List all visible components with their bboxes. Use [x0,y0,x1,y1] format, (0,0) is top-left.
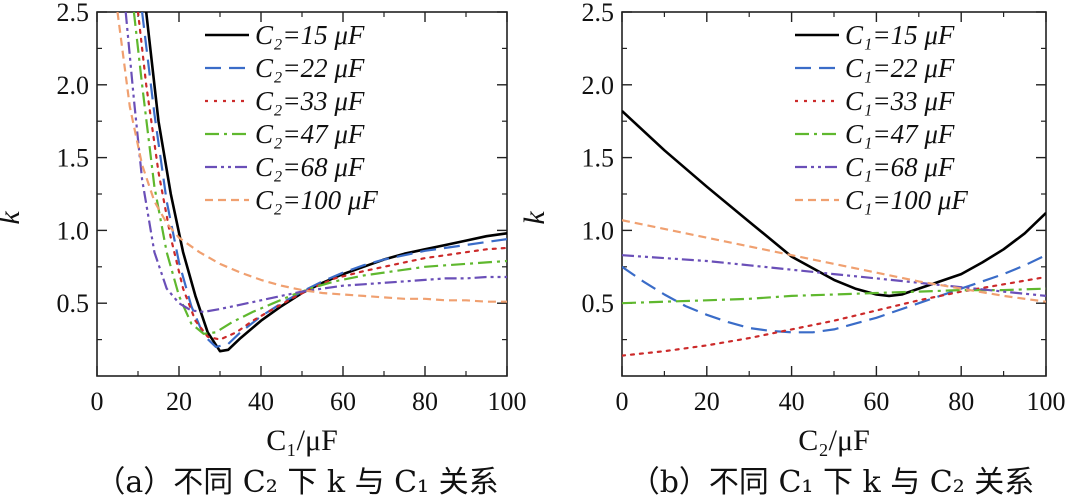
legend-label: C₁=22 μF [845,53,955,83]
series-line-6 [622,219,1046,303]
legend-label: C₂=33 μF [255,86,365,116]
x-tick-label: 100 [1027,387,1066,416]
x-tick-label: 40 [248,387,274,416]
y-tick-label: 1.0 [582,216,615,245]
panel-caption: （b）不同 C₁ 下 k 与 C₂ 关系 [630,465,1035,500]
x-tick-label: 20 [694,387,720,416]
y-tick-label: 2.5 [57,0,90,27]
series-group [116,12,507,353]
legend-label: C₁=15 μF [845,20,955,50]
x-tick-label: 0 [616,387,629,416]
y-tick-label: 0.5 [582,289,615,318]
legend-label: C₂=68 μF [255,152,365,182]
chart-panel-b: 0 20 40 60 80 100 0.5 1.0 1.5 2.0 2.5 k C₂/μF C₁=15 μ… [518,0,1066,500]
chart-panel-a: 0 20 40 60 80 100 0.5 1.0 1.5 2.0 2.5 k C₁/μF C₂=15 μ… [0,0,527,500]
legend-label: C₂=22 μF [255,53,365,83]
y-axis-label: k [518,211,551,225]
y-tick-label: 0.5 [57,289,90,318]
x-tick-label: 0 [91,387,104,416]
series-line-2 [141,12,507,348]
series-line-4 [132,12,507,335]
series-line-2 [622,254,1046,334]
panel-caption: （a）不同 C₂ 下 k 与 C₁ 关系 [95,465,498,500]
plot-frame [621,11,1047,377]
y-tick-label: 1.5 [57,144,90,173]
x-tick-label: 60 [330,387,356,416]
y-tick-label: 2.0 [57,71,90,100]
series-line-5 [622,254,1046,297]
legend-label: C₂=47 μF [255,119,365,149]
legend-label: C₁=68 μF [845,152,955,182]
y-tick-label: 2.5 [582,0,615,27]
series-line-4 [622,287,1046,305]
y-axis-label: k [0,211,26,225]
legend-label: C₁=100 μF [845,185,968,215]
x-tick-label: 40 [779,387,805,416]
y-tick-label: 1.5 [582,144,615,173]
x-tick-label: 20 [166,387,192,416]
legend-label: C₂=15 μF [255,20,365,50]
y-tick-label: 1.0 [57,216,90,245]
x-axis-label: C₂/μF [798,424,870,457]
x-tick-label: 60 [863,387,889,416]
series-line-1 [144,12,507,353]
x-tick-label: 80 [412,387,438,416]
x-tick-label: 80 [948,387,974,416]
x-axis-label: C₁/μF [266,424,338,457]
series-group [622,110,1046,357]
series-line-5 [124,12,507,313]
legend-label: C₁=33 μF [845,86,955,116]
y-tick-label: 2.0 [582,71,615,100]
legend-label: C₁=47 μF [845,119,955,149]
series-line-3 [136,12,507,341]
x-tick-label: 100 [488,387,527,416]
series-line-1 [622,110,1046,298]
legend-label: C₂=100 μF [255,185,378,215]
